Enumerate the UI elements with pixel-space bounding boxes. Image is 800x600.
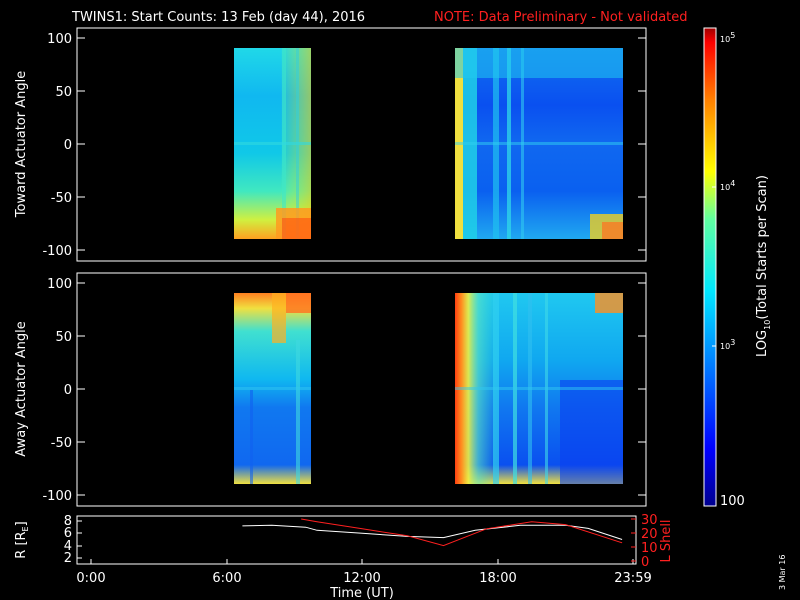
toward-ticks — [77, 37, 646, 251]
toward-ytick-neg100: -100 — [42, 244, 72, 259]
away-ylabel: Away Actuator Angle — [14, 321, 29, 456]
panel-away: 100 50 0 -50 -100 Away Actuator Angle — [14, 272, 647, 507]
r-series-line — [242, 524, 623, 540]
orbit-ytick-2: 2 — [64, 551, 72, 566]
toward-ytick-neg50: -50 — [51, 191, 72, 206]
colorbar-tick-1e4: 104 — [720, 179, 735, 192]
orbit-lines — [242, 518, 623, 547]
colorbar-gradient — [703, 27, 717, 507]
colorbar-tick-1e5: 105 — [720, 31, 735, 44]
toward-ytick-100: 100 — [47, 32, 72, 47]
data-note: NOTE: Data Preliminary - Not validated — [434, 10, 688, 25]
lshell-series-line — [301, 518, 623, 547]
orbit-y2label: L Shell — [659, 519, 674, 562]
xtick-2359: 23:59 — [614, 571, 651, 586]
x-axis-label: Time (UT) — [329, 586, 394, 600]
toward-ylabel: Toward Actuator Angle — [14, 71, 29, 218]
orbit-ytick-6: 6 — [64, 526, 72, 541]
orbit-y2tick-30: 30 — [641, 513, 658, 528]
xtick-1800: 18:00 — [479, 571, 516, 586]
panel-toward: 100 50 0 -50 -100 Toward Actuator Angle — [14, 27, 647, 262]
away-ytick-100: 100 — [47, 277, 72, 292]
side-date: 3 Mar 16 — [778, 555, 787, 590]
colorbar-tick-1e3: 103 — [720, 338, 735, 351]
panel-orbit: 8 6 4 2 30 20 10 0 R [RE] L Shell 0:00 6… — [14, 513, 674, 600]
colorbar-label: LOG10(Total Starts per Scan) — [755, 175, 772, 357]
xtick-0000: 0:00 — [76, 571, 105, 586]
toward-ytick-50: 50 — [55, 85, 72, 100]
toward-ytick-0: 0 — [64, 138, 72, 153]
away-ytick-neg100: -100 — [42, 489, 72, 504]
xtick-1200: 12:00 — [343, 571, 380, 586]
colorbar-tick-100: 100 — [720, 494, 745, 509]
away-ytick-neg50: -50 — [51, 436, 72, 451]
orbit-ylabel: R [RE] — [14, 521, 30, 558]
away-ytick-0: 0 — [64, 383, 72, 398]
xtick-0600: 6:00 — [212, 571, 241, 586]
away-ytick-50: 50 — [55, 330, 72, 345]
orbit-y2tick-20: 20 — [641, 527, 658, 542]
orbit-y2tick-0: 0 — [641, 555, 649, 570]
orbit-ytick-4: 4 — [64, 539, 72, 554]
orbit-y2tick-10: 10 — [641, 541, 658, 556]
away-ticks — [77, 282, 646, 496]
chart-title: TWINS1: Start Counts: 13 Feb (day 44), 2… — [71, 10, 365, 25]
colorbar: 105 104 103 100 LOG10(Total Starts per S… — [703, 27, 772, 509]
panel-orbit-frame — [76, 515, 637, 565]
orbit-ytick-8: 8 — [64, 514, 72, 529]
